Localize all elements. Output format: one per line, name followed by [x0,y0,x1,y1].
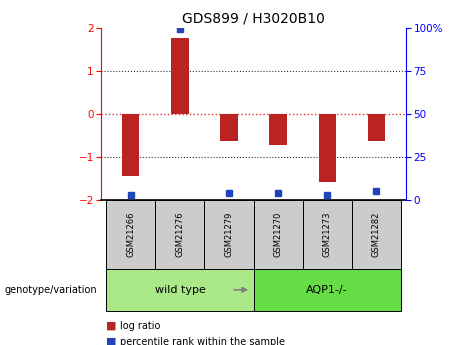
Text: GSM21266: GSM21266 [126,212,136,257]
Text: GSM21270: GSM21270 [273,212,283,257]
Bar [205,200,254,269]
Bar [270,114,287,145]
Text: GSM21273: GSM21273 [323,212,331,257]
Text: wild type: wild type [154,285,206,295]
Text: genotype/variation: genotype/variation [5,285,97,295]
Text: ■: ■ [106,337,117,345]
Bar [319,114,336,182]
Bar [171,38,189,114]
Text: GSM21282: GSM21282 [372,212,381,257]
Bar [155,200,205,269]
Text: GSM21279: GSM21279 [225,212,234,257]
Bar [352,200,401,269]
Text: GSM21276: GSM21276 [176,212,184,257]
Bar [254,269,401,310]
Bar [106,200,155,269]
Title: GDS899 / H3020B10: GDS899 / H3020B10 [182,11,325,25]
Bar [220,114,237,141]
Text: AQP1-/-: AQP1-/- [307,285,348,295]
Bar [106,269,254,310]
Text: log ratio: log ratio [120,321,160,331]
Bar [302,200,352,269]
Text: percentile rank within the sample: percentile rank within the sample [120,337,285,345]
Bar [254,200,302,269]
Bar [122,114,139,176]
Text: ■: ■ [106,321,117,331]
Bar [368,114,385,141]
